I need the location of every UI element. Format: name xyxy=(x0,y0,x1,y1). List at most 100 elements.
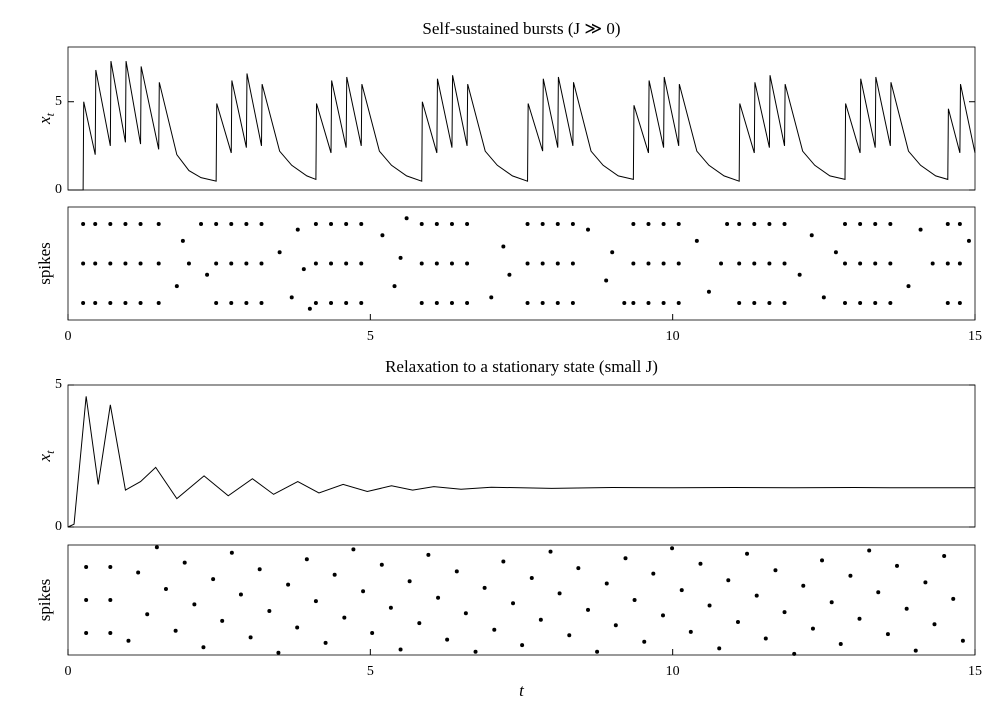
spike-dot xyxy=(370,631,375,635)
spike-dot xyxy=(465,221,470,226)
spike-dot xyxy=(782,221,787,226)
spike-dot xyxy=(548,549,553,554)
spike-dot xyxy=(436,595,441,600)
spike-dot xyxy=(138,301,143,306)
spike-dot xyxy=(186,261,191,266)
spike-dot xyxy=(154,545,159,550)
spike-dot xyxy=(304,557,309,562)
spike-dot xyxy=(688,629,693,634)
spike-dot xyxy=(957,301,962,306)
spike-dot xyxy=(829,600,834,605)
spike-dot xyxy=(782,301,787,306)
spike-dot xyxy=(229,221,234,226)
spike-dot xyxy=(957,221,962,226)
spike-dot xyxy=(767,301,772,306)
spike-dot xyxy=(801,583,806,588)
spike-dot xyxy=(858,301,863,306)
spike-dot xyxy=(752,301,757,306)
spike-dot xyxy=(945,221,950,226)
spike-dot xyxy=(767,261,772,266)
spike-dot xyxy=(108,631,113,635)
spike-dot xyxy=(540,261,545,266)
y-tick-label: 5 xyxy=(55,94,62,109)
spike-dot xyxy=(848,573,853,578)
spike-dot xyxy=(276,650,281,655)
spike-dot xyxy=(763,636,768,641)
spike-dot xyxy=(229,261,234,266)
spike-dot xyxy=(379,562,384,567)
spike-dot xyxy=(833,250,838,255)
spike-dot xyxy=(646,301,651,306)
spike-dot xyxy=(329,261,334,266)
spike-dot xyxy=(301,267,306,272)
spike-dot xyxy=(473,649,478,654)
spike-dot xyxy=(858,221,863,226)
spike-dot xyxy=(706,289,711,294)
spike-dot xyxy=(482,585,487,590)
spike-dot xyxy=(84,565,89,569)
spike-dot xyxy=(520,643,525,648)
plot-frame xyxy=(67,206,976,321)
spike-dot xyxy=(108,301,113,306)
y-axis-label: spikes xyxy=(35,579,54,622)
spike-dot xyxy=(295,625,300,630)
spike-dot xyxy=(576,566,581,571)
line xyxy=(67,396,975,528)
spike-dot xyxy=(426,552,431,557)
spike-dot xyxy=(344,301,349,306)
spike-dot xyxy=(754,593,759,598)
spike-dot xyxy=(842,301,847,306)
spike-dot xyxy=(156,261,161,266)
spike-dot xyxy=(313,599,318,604)
spike-dot xyxy=(329,301,334,306)
spike-dot xyxy=(417,621,422,626)
spike-dot xyxy=(465,261,470,266)
y-label-sub: t xyxy=(43,112,57,116)
spike-dot xyxy=(873,221,878,226)
spike-dot xyxy=(555,261,560,266)
spike-dot xyxy=(646,221,651,226)
spike-dot xyxy=(676,221,681,226)
spike-dot xyxy=(123,301,128,306)
spike-dot xyxy=(244,261,249,266)
spike-dot xyxy=(407,579,412,584)
spike-dot xyxy=(214,261,219,266)
spike-dot xyxy=(960,638,965,643)
y-tick-label: 0 xyxy=(55,182,62,197)
spike-dot xyxy=(445,637,450,642)
spike-dot xyxy=(419,221,424,226)
spike-dot xyxy=(913,648,918,653)
spike-dot xyxy=(586,227,591,232)
spike-dot xyxy=(604,581,609,586)
spike-dot xyxy=(918,227,923,232)
spike-dot xyxy=(138,221,143,226)
spike-dot xyxy=(873,261,878,266)
spike-dot xyxy=(570,261,575,266)
spike-dot xyxy=(182,560,187,565)
spike-dot xyxy=(595,649,600,654)
spike-dot xyxy=(810,626,815,631)
spike-dot xyxy=(489,295,494,300)
plot-frame xyxy=(67,46,976,191)
chart-title: Self-sustained bursts (J ≫ 0) xyxy=(422,19,620,38)
spike-dot xyxy=(214,301,219,306)
spike-dot xyxy=(631,221,636,226)
spike-dot xyxy=(93,301,98,306)
spike-dot xyxy=(351,547,356,552)
x-tick-label: 10 xyxy=(666,664,680,679)
spike-dot xyxy=(842,221,847,226)
spike-dot xyxy=(735,620,740,624)
spike-dot xyxy=(359,261,364,266)
spike-dot xyxy=(238,592,243,597)
y-label-base: x xyxy=(35,453,54,462)
spike-dot xyxy=(651,571,656,576)
spike-dot xyxy=(267,609,272,613)
spike-dot xyxy=(398,255,403,260)
chart-title: Relaxation to a stationary state (small … xyxy=(385,357,658,376)
spike-dot xyxy=(323,640,328,645)
spike-dot xyxy=(945,301,950,306)
spike-dot xyxy=(214,221,219,226)
spike-dot xyxy=(307,306,312,311)
spike-dot xyxy=(842,261,847,266)
spike-dot xyxy=(797,272,802,277)
